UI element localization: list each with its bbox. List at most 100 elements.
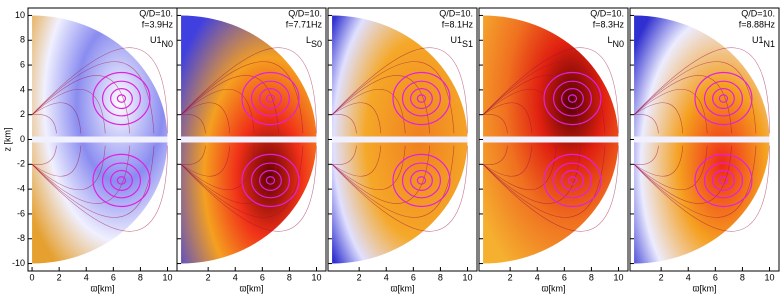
x-tick-label: 4 — [84, 272, 89, 282]
field-line — [482, 145, 619, 232]
vortex-ring — [416, 94, 427, 103]
x-tick-label: 10 — [614, 272, 624, 282]
x-tick-label: 10 — [163, 272, 173, 282]
field-line — [331, 102, 382, 134]
field-line — [331, 145, 430, 204]
x-tick-label: 6 — [713, 272, 718, 282]
annotation: Q/D=10. — [139, 8, 173, 18]
vortex-ring — [259, 88, 282, 110]
field-line — [32, 114, 57, 134]
field-line — [482, 145, 606, 218]
x-tick-label: 2 — [206, 272, 211, 282]
field-line — [331, 145, 455, 218]
x-tick-label: 0 — [30, 272, 35, 282]
vortex-ring — [543, 153, 602, 208]
vortex-ring — [561, 88, 584, 110]
x-tick-label: 10 — [312, 272, 322, 282]
vortex-ring — [703, 162, 744, 199]
field-line — [180, 145, 317, 232]
field-line — [332, 114, 357, 134]
vortex-ring — [241, 153, 300, 208]
field-line — [633, 145, 770, 232]
vortex-ring — [561, 169, 584, 191]
x-tick-label: 8 — [287, 272, 292, 282]
field-line — [32, 145, 57, 165]
x-axis-label: ϖ[km] — [541, 283, 565, 293]
y-tick-label: 6 — [20, 59, 25, 69]
mode-label: U1N0 — [150, 35, 173, 49]
vortex-ring — [416, 176, 427, 185]
field-line — [482, 47, 619, 134]
annotation: f=8.1Hz — [442, 19, 474, 29]
vortex-ring — [694, 71, 753, 126]
vortex-ring — [101, 80, 142, 117]
mode-subscript: S1 — [462, 39, 473, 49]
vortex-ring — [694, 153, 753, 208]
field-line — [180, 145, 279, 204]
y-tick-label: 4 — [20, 84, 25, 94]
mode-subscript: N1 — [763, 39, 775, 49]
vortex-ring — [101, 162, 142, 199]
annotation: Q/D=10. — [439, 8, 473, 18]
mode-subscript: N0 — [161, 39, 173, 49]
field-line — [331, 61, 455, 134]
x-axis-label: ϖ[km] — [692, 283, 716, 293]
field-line — [180, 102, 231, 134]
x-axis-label: ϖ[km] — [390, 283, 414, 293]
x-tick-label: 10 — [765, 272, 775, 282]
vortex-ring — [392, 153, 451, 208]
field-line — [180, 145, 304, 218]
mode-name: U1 — [150, 35, 162, 45]
x-tick-label: 4 — [686, 272, 691, 282]
vortex-ring — [110, 88, 133, 110]
vortex-ring — [241, 71, 300, 126]
vortex-ring — [410, 88, 433, 110]
y-tick-label: -8 — [17, 233, 25, 243]
field-line — [633, 145, 757, 218]
x-tick-label: 8 — [438, 272, 443, 282]
x-tick-label: 6 — [111, 272, 116, 282]
y-tick-label: 0 — [20, 134, 25, 144]
vortex-ring — [712, 88, 735, 110]
field-line — [31, 75, 130, 134]
annotation: f=8.88Hz — [739, 19, 776, 29]
field-line — [482, 75, 581, 134]
x-tick-label: 2 — [659, 272, 664, 282]
x-tick-label: 6 — [411, 272, 416, 282]
vortex-ring — [567, 176, 578, 185]
x-tick-label: 4 — [535, 272, 540, 282]
vortex-ring — [250, 80, 291, 117]
vortex-ring — [92, 153, 151, 208]
annotation: f=8.3Hz — [593, 19, 625, 29]
mode-subscript: N0 — [612, 39, 624, 49]
field-line — [633, 47, 770, 134]
x-axis-label: ϖ[km] — [90, 283, 114, 293]
field-line — [181, 145, 206, 165]
vortex-ring — [250, 162, 291, 199]
vortex-ring — [401, 80, 442, 117]
y-tick-label: 2 — [20, 109, 25, 119]
field-line — [31, 145, 130, 204]
field-line — [31, 47, 168, 134]
field-line — [332, 145, 357, 165]
field-line — [31, 145, 168, 232]
field-line — [180, 75, 279, 134]
field-line — [31, 145, 155, 218]
mode-subscript: S0 — [311, 39, 322, 49]
x-tick-label: 2 — [357, 272, 362, 282]
mode-name: U1 — [450, 35, 462, 45]
x-tick-label: 2 — [57, 272, 62, 282]
y-tick-label: -4 — [17, 183, 25, 193]
x-tick-label: 2 — [508, 272, 513, 282]
x-tick-label: 4 — [384, 272, 389, 282]
field-line — [633, 75, 732, 134]
annotation: f=7.71Hz — [286, 19, 323, 29]
x-tick-label: 8 — [740, 272, 745, 282]
field-line — [31, 145, 82, 177]
vortex-ring — [392, 71, 451, 126]
vortex-ring — [718, 94, 729, 103]
x-tick-label: 10 — [463, 272, 473, 282]
y-tick-label: 10 — [15, 10, 25, 20]
vortex-ring — [92, 71, 151, 126]
